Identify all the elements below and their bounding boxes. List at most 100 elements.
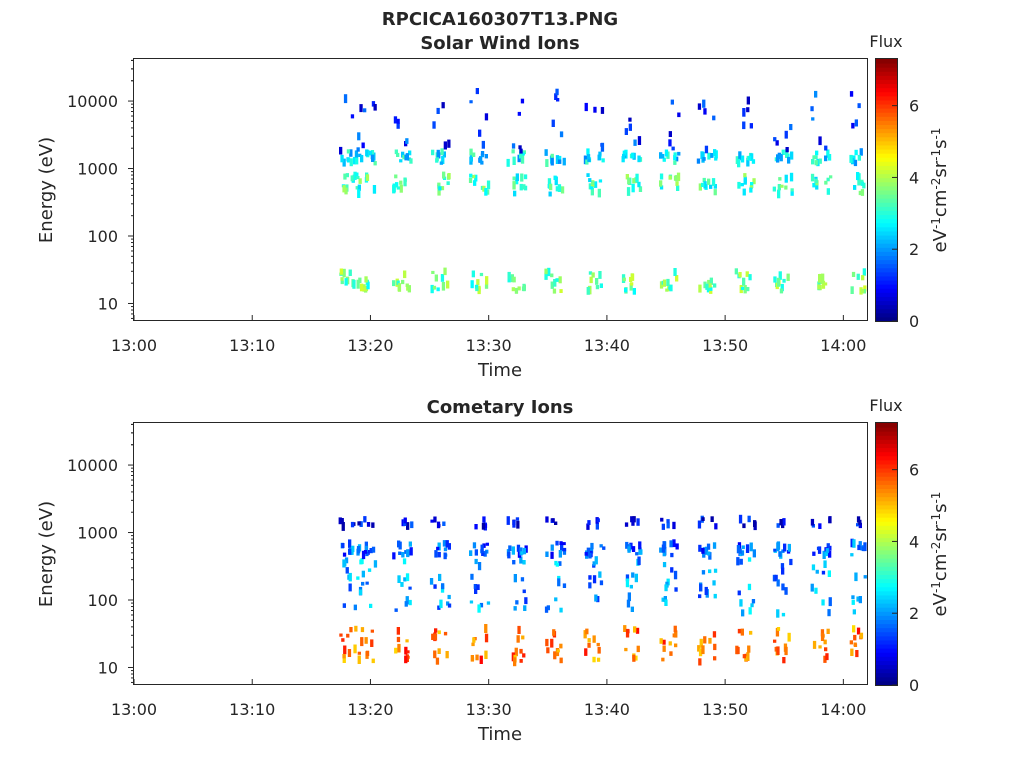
x-tick-label: 13:20 bbox=[347, 700, 393, 719]
heatmap-cell bbox=[749, 630, 753, 635]
heatmap-cell bbox=[814, 178, 818, 184]
heatmap-cell bbox=[586, 547, 590, 557]
heatmap-cell bbox=[480, 153, 485, 158]
heatmap-cell bbox=[434, 550, 438, 558]
heatmap-cell bbox=[590, 187, 594, 196]
heatmap-cell bbox=[364, 637, 368, 644]
heatmap-cell bbox=[360, 155, 364, 163]
heatmap-cell bbox=[661, 597, 665, 602]
heatmap-cell bbox=[481, 140, 485, 149]
heatmap-cell bbox=[637, 136, 642, 145]
heatmap-cell bbox=[439, 599, 443, 609]
heatmap-cell bbox=[704, 586, 708, 595]
heatmap-cell bbox=[445, 540, 449, 548]
colorbar-step bbox=[875, 116, 897, 121]
heatmap-cell bbox=[675, 181, 679, 186]
colorbar-step bbox=[875, 300, 897, 306]
heatmap-cell bbox=[773, 276, 777, 283]
heatmap-cell bbox=[593, 106, 597, 113]
y-tick-label: 10000 bbox=[67, 92, 118, 111]
heatmap-cell bbox=[484, 633, 489, 643]
heatmap-cell bbox=[559, 131, 564, 138]
heatmap-cell bbox=[713, 568, 718, 573]
heatmap-cell bbox=[623, 625, 627, 632]
heatmap-cell bbox=[736, 545, 741, 554]
heatmap-cell bbox=[629, 283, 633, 291]
heatmap-cell bbox=[823, 282, 828, 286]
x-tick-label: 13:20 bbox=[347, 336, 393, 355]
heatmap-cell bbox=[474, 174, 478, 182]
colorbar-step bbox=[875, 676, 897, 682]
heatmap-cell bbox=[638, 186, 643, 192]
heatmap-cell bbox=[365, 650, 370, 656]
heatmap-cell bbox=[630, 606, 634, 612]
heatmap-cell bbox=[701, 645, 705, 655]
heatmap-cell bbox=[506, 516, 510, 525]
heatmap-cell bbox=[699, 638, 703, 648]
colorbar-step bbox=[875, 427, 897, 432]
heatmap-cell bbox=[348, 269, 352, 276]
heatmap-cell bbox=[661, 544, 666, 553]
heatmap-cell bbox=[407, 157, 411, 161]
heatmap-cell bbox=[850, 286, 854, 294]
heatmap-cell bbox=[785, 149, 789, 158]
colorbar-step bbox=[875, 87, 897, 93]
heatmap-cell bbox=[829, 175, 833, 179]
heatmap-cell bbox=[698, 544, 702, 552]
heatmap-cell bbox=[404, 646, 408, 655]
heatmap-cell bbox=[397, 575, 401, 583]
heatmap-cell bbox=[363, 108, 367, 113]
colorbar-step bbox=[875, 190, 897, 195]
heatmap-cell bbox=[824, 155, 828, 162]
heatmap-cell bbox=[740, 183, 744, 187]
heatmap-cell bbox=[746, 96, 750, 105]
heatmap-cell bbox=[827, 570, 831, 577]
heatmap-cell bbox=[364, 276, 368, 283]
heatmap-cell bbox=[587, 642, 591, 648]
heatmap-cell bbox=[810, 106, 814, 112]
heatmap-cell bbox=[484, 624, 488, 633]
heatmap-cell bbox=[342, 603, 346, 608]
heatmap-cell bbox=[659, 152, 663, 159]
heatmap-cell bbox=[557, 184, 562, 192]
heatmap-cell bbox=[394, 608, 398, 612]
heatmap-cell bbox=[359, 521, 363, 527]
heatmap-cell bbox=[433, 650, 437, 659]
heatmap-cell bbox=[812, 182, 816, 188]
heatmap-cell bbox=[348, 548, 352, 555]
heatmap-cell bbox=[511, 143, 516, 149]
heatmap-cell bbox=[736, 557, 740, 566]
heatmap-cell bbox=[339, 146, 343, 155]
heatmap-cell bbox=[361, 550, 366, 560]
heatmap-cell bbox=[340, 154, 344, 163]
heatmap-cell bbox=[857, 177, 861, 186]
heatmap-cell bbox=[558, 159, 562, 164]
heatmap-cell bbox=[399, 180, 403, 185]
colorbar-step bbox=[875, 660, 897, 666]
heatmap-cell bbox=[584, 648, 588, 656]
heatmap-cell bbox=[810, 518, 815, 526]
heatmap-cell bbox=[519, 148, 523, 154]
heatmap-cell bbox=[353, 604, 357, 611]
heatmap-cell bbox=[661, 523, 665, 530]
heatmap-cell bbox=[708, 283, 712, 288]
heatmap-cell bbox=[673, 268, 677, 276]
heatmap-cell bbox=[702, 552, 706, 558]
heatmap-cell bbox=[511, 546, 515, 555]
heatmap-cell bbox=[742, 277, 746, 286]
x-tick-label: 14:00 bbox=[820, 700, 866, 719]
heatmap-cell bbox=[828, 516, 832, 524]
heatmap-cell bbox=[439, 161, 443, 165]
heatmap-cell bbox=[356, 546, 361, 554]
heatmap-cell bbox=[512, 181, 516, 190]
heatmap-cell bbox=[560, 543, 564, 552]
heatmap-cell bbox=[520, 155, 525, 164]
heatmap-cell bbox=[743, 285, 747, 294]
heatmap-cell bbox=[622, 277, 626, 282]
heatmap-cell bbox=[361, 570, 365, 578]
heatmap-cell bbox=[547, 267, 551, 277]
heatmap-cell bbox=[554, 597, 558, 602]
heatmap-cell bbox=[523, 185, 528, 191]
heatmap-cell bbox=[437, 542, 441, 551]
heatmap-cell bbox=[358, 277, 362, 283]
